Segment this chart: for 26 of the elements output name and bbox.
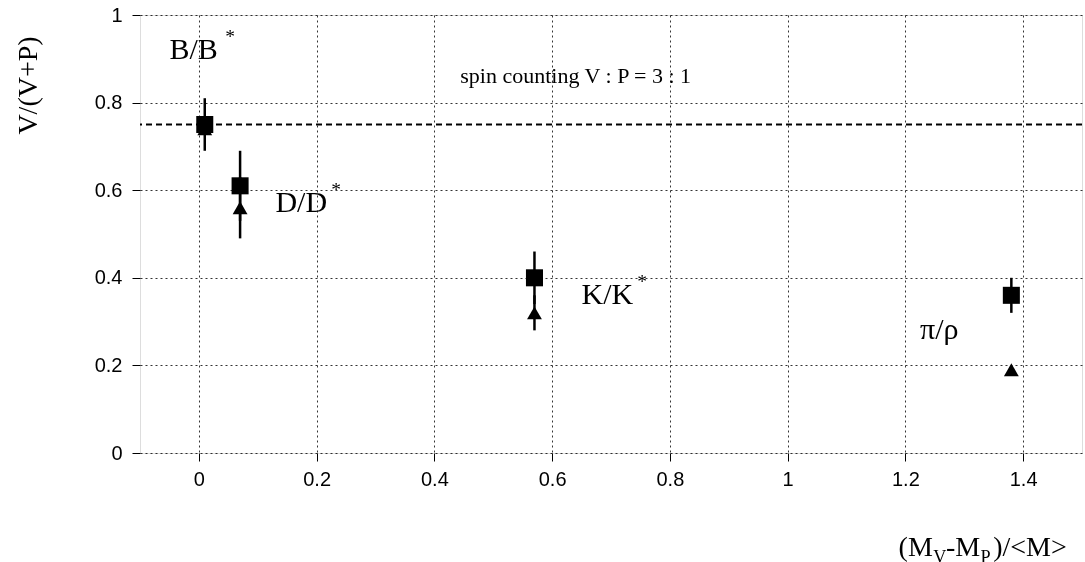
y-tick-label: 0.8 <box>94 91 123 114</box>
x-tick-label: 0.2 <box>303 467 332 490</box>
y-tick-label: 0.4 <box>94 266 123 289</box>
x-tick-label: 1.4 <box>1009 467 1038 490</box>
annotation: B/B* <box>169 25 235 66</box>
y-tick-label: 0.6 <box>94 178 123 201</box>
x-tick-label: 0.6 <box>538 467 567 490</box>
annotation: π/ρ <box>920 312 959 346</box>
x-tick-label: 0.4 <box>420 467 449 490</box>
ref-line-label: spin counting V : P = 3 : 1 <box>460 62 692 88</box>
point <box>231 177 249 195</box>
point <box>232 201 248 215</box>
point <box>1003 363 1019 377</box>
annotation: D/D* <box>275 178 341 219</box>
y-tick-label: 0 <box>111 441 123 464</box>
x-tick-label: 0.8 <box>656 467 685 490</box>
point <box>525 269 543 287</box>
point <box>527 306 542 320</box>
y-axis-title: V/(V+P) <box>11 36 43 135</box>
x-tick-label: 1.2 <box>891 467 920 490</box>
y-tick-label: 1 <box>111 3 123 26</box>
x-tick-label: 0 <box>193 467 205 490</box>
annotation: K/K* <box>581 270 648 311</box>
y-tick-label: 0.2 <box>94 353 123 376</box>
point <box>1002 286 1020 304</box>
x-tick-label: 1 <box>782 467 794 490</box>
